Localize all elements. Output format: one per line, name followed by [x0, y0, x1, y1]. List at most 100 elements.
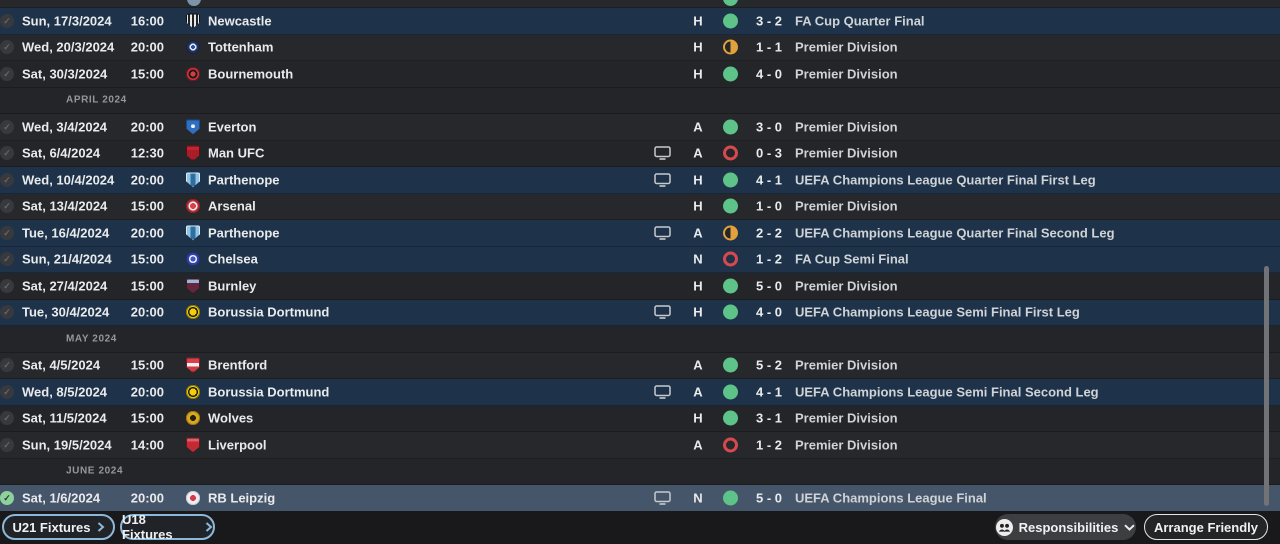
fixture-date: Wed, 3/4/2024 — [22, 119, 108, 135]
team-badge-icon — [186, 252, 200, 267]
result-win-icon — [723, 384, 738, 400]
team-name: Borussia Dortmund — [208, 384, 330, 400]
fixture-date: Sat, 1/6/2024 — [22, 490, 101, 506]
score: 4 - 0 — [755, 304, 782, 320]
fixture-row[interactable]: ✓ Wed, 3/4/2024 20:00 Everton A 3 - 0 Premier … — [0, 114, 1280, 141]
fixture-row[interactable]: ✓ Tue, 30/4/2024 20:00 Borussia Dortmund H 4 … — [0, 299, 1280, 326]
tv-broadcast-icon — [654, 173, 671, 187]
team-badge-icon — [186, 145, 200, 161]
team-name: Wolves — [208, 410, 254, 426]
result-win-icon — [723, 410, 738, 426]
fixture-row[interactable]: ✓ Sat, 30/3/2024 15:00 Bournemouth H 4 - 0 Pre… — [0, 61, 1280, 88]
fixture-row[interactable]: ✓ Sat, 27/4/2024 15:00 Burnley H 5 - 0 Premier… — [0, 273, 1280, 300]
tv-broadcast-icon — [654, 146, 671, 161]
result-loss-icon — [723, 251, 738, 267]
u18-fixtures-button[interactable]: U18 Fixtures — [120, 512, 215, 542]
competition-name: UEFA Champions League Quarter Final Firs… — [795, 172, 1096, 188]
fixture-time: 16:00 — [130, 13, 164, 29]
team-name: Parthenope — [208, 172, 280, 188]
chevron-right-icon — [97, 522, 105, 532]
played-check-icon: ✓ — [0, 384, 14, 399]
fixture-row[interactable]: ✓ Sat, 4/5/2024 15:00 Brentford A 5 - 2 Premie… — [0, 352, 1280, 379]
arrange-friendly-label: Arrange Friendly — [1153, 519, 1259, 535]
fixture-date: Sat, 6/4/2024 — [22, 145, 101, 161]
team-badge-icon — [186, 225, 200, 241]
tv-broadcast-icon — [654, 385, 671, 399]
score: 1 - 2 — [755, 251, 782, 267]
venue-indicator: H — [693, 278, 703, 294]
u21-fixtures-button[interactable]: U21 Fixtures — [2, 514, 115, 540]
venue-indicator: A — [693, 357, 703, 373]
played-check-icon: ✓ — [0, 40, 14, 55]
competition-name: Premier Division — [795, 39, 898, 55]
played-check-icon: ✓ — [0, 305, 14, 320]
result-draw-icon — [723, 225, 738, 241]
fixture-row[interactable]: ✓ Sat, 11/5/2024 15:00 Wolves H 3 - 1 Premier … — [0, 405, 1280, 432]
score: 4 - 1 — [755, 172, 782, 188]
fixture-row[interactable]: ✓ Sat, 13/4/2024 15:00 Arsenal H 1 - 0 Premier… — [0, 193, 1280, 220]
result-win-icon — [723, 13, 738, 29]
fixture-row[interactable]: ✓ Tue, 16/4/2024 20:00 Parthenope A 2 - 2 UEFA… — [0, 220, 1280, 247]
fixture-row[interactable]: ✓ Sat, 6/4/2024 12:30 Man UFC A 0 - 3 Premier … — [0, 140, 1280, 167]
fixture-row[interactable]: ✓ Sun, 17/3/2024 16:00 Newcastle H 3 - 2 FA Cu… — [0, 8, 1280, 35]
competition-name: FA Cup Semi Final — [795, 251, 909, 267]
score: 5 - 0 — [755, 490, 782, 506]
score: 3 - 1 — [755, 410, 782, 426]
responsibilities-button[interactable]: Responsibilities — [995, 514, 1136, 540]
team-badge-icon — [187, 0, 201, 6]
score: 5 - 0 — [755, 278, 782, 294]
team-badge-icon — [186, 40, 200, 55]
fixture-date: Sat, 27/4/2024 — [22, 278, 108, 294]
fixtures-list: ✓ Sun, 17/3/2024 16:00 Newcastle H 3 - 2 FA Cu… — [0, 0, 1280, 512]
vertical-scrollbar-thumb[interactable] — [1264, 266, 1269, 506]
competition-name: Premier Division — [795, 66, 898, 82]
competition-name: UEFA Champions League Semi Final First L… — [795, 304, 1080, 320]
team-name: Brentford — [208, 357, 268, 373]
team-badge-icon — [186, 437, 200, 453]
result-win-icon — [723, 66, 738, 82]
fixture-date: Sun, 21/4/2024 — [22, 251, 112, 267]
month-section-label: APRIL 2024 — [66, 94, 127, 106]
team-name: Bournemouth — [208, 66, 294, 82]
played-check-icon: ✓ — [0, 199, 14, 214]
played-check-icon: ✓ — [0, 225, 14, 240]
fixture-date: Sat, 11/5/2024 — [22, 410, 107, 426]
fixture-time: 20:00 — [130, 384, 164, 400]
month-section-label: MAY 2024 — [66, 333, 117, 345]
fixture-row[interactable]: ✓ Wed, 10/4/2024 20:00 Parthenope H 4 - 1 UEFA… — [0, 167, 1280, 194]
fixture-date: Sat, 4/5/2024 — [22, 357, 101, 373]
competition-name: Premier Division — [795, 357, 898, 373]
venue-indicator: A — [693, 145, 703, 161]
arrange-friendly-button[interactable]: Arrange Friendly — [1144, 514, 1268, 540]
team-badge-icon — [186, 278, 200, 294]
fixture-row[interactable]: ✓ Wed, 20/3/2024 20:00 Tottenham H 1 - 1 Premi… — [0, 34, 1280, 61]
fixture-date: Wed, 20/3/2024 — [22, 39, 115, 55]
venue-indicator: A — [693, 384, 703, 400]
competition-name: UEFA Champions League Quarter Final Seco… — [795, 225, 1115, 241]
fixture-date: Wed, 8/5/2024 — [22, 384, 108, 400]
fixture-row[interactable]: ✓ Wed, 8/5/2024 20:00 Borussia Dortmund A 4 -… — [0, 379, 1280, 406]
played-check-icon: ✓ — [0, 252, 14, 267]
score: 5 - 2 — [755, 357, 782, 373]
played-check-icon: ✓ — [0, 411, 14, 426]
clipped-previous-row — [0, 0, 1280, 8]
fixture-row[interactable]: ✓ Sun, 21/4/2024 15:00 Chelsea N 1 - 2 FA Cup … — [0, 246, 1280, 273]
venue-indicator: H — [693, 172, 703, 188]
result-win-icon — [723, 490, 738, 506]
played-check-icon: ✓ — [0, 13, 14, 28]
played-check-icon: ✓ — [0, 437, 14, 452]
footer-bar: U21 Fixtures U18 Fixtures Responsib — [0, 511, 1280, 544]
fixture-time: 15:00 — [130, 198, 164, 214]
fixture-date: Sat, 13/4/2024 — [22, 198, 108, 214]
venue-indicator: H — [693, 66, 703, 82]
fixture-time: 20:00 — [130, 119, 164, 135]
team-name: Newcastle — [208, 13, 272, 29]
team-name: Everton — [208, 119, 257, 135]
chevron-down-icon — [1124, 523, 1136, 531]
venue-indicator: H — [693, 39, 703, 55]
fixture-row[interactable]: ✓ Sun, 19/5/2024 14:00 Liverpool A 1 - 2 Premi… — [0, 432, 1280, 459]
fixture-row[interactable]: ✓ Sat, 1/6/2024 20:00 RB Leipzig N 5 - 0 UEFA … — [0, 485, 1280, 512]
score: 4 - 0 — [755, 66, 782, 82]
team-name: Man UFC — [208, 145, 265, 161]
